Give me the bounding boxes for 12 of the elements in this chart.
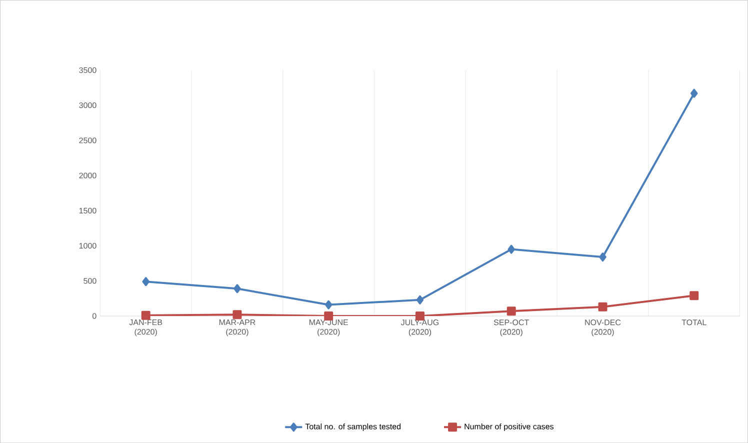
- point: [232, 310, 242, 320]
- point: [142, 277, 150, 286]
- point: [324, 300, 332, 310]
- point: [690, 88, 698, 98]
- point: [141, 310, 150, 320]
- point: [506, 306, 516, 316]
- point: [416, 295, 424, 304]
- point: [234, 284, 241, 294]
- point: [598, 302, 608, 312]
- point: [508, 244, 515, 254]
- point: [599, 252, 606, 262]
- point: [690, 291, 699, 300]
